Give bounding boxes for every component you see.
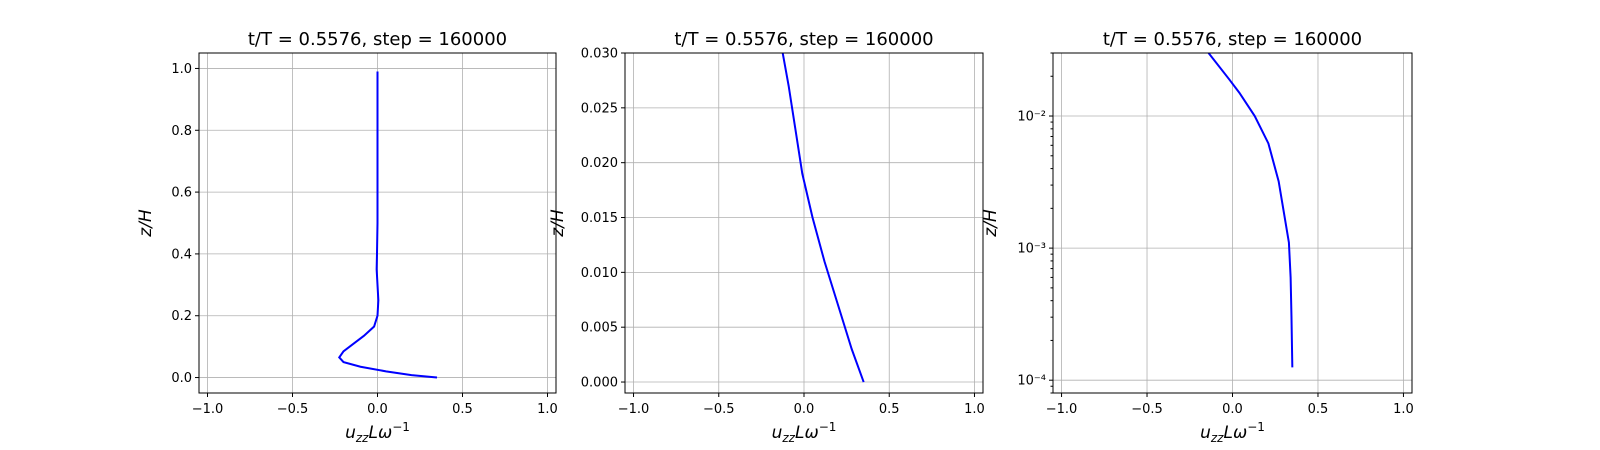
x-tick-label: −1.0 <box>1046 402 1078 417</box>
x-tick-label: 0.5 <box>452 402 473 417</box>
chart-title: t/T = 0.5576, step = 160000 <box>248 29 507 50</box>
y-tick-label: 0.010 <box>581 266 618 281</box>
y-tick-label: 10⁻⁴ <box>1017 374 1046 389</box>
y-tick-label: 0.0 <box>171 371 192 386</box>
y-tick-label: 1.0 <box>171 62 192 77</box>
x-axis-label: uzzLω−1 <box>1200 420 1265 445</box>
series-line <box>337 71 438 379</box>
y-tick-label: 0.6 <box>171 186 192 201</box>
x-tick-label: 0.0 <box>1222 402 1243 417</box>
x-tick-label: −1.0 <box>618 402 650 417</box>
x-tick-label: 0.0 <box>794 402 815 417</box>
x-axis-label: uzzLω−1 <box>345 420 410 445</box>
x-tick-label: 1.0 <box>537 402 558 417</box>
x-tick-label: −1.0 <box>192 402 224 417</box>
x-tick-label: 0.5 <box>1308 402 1329 417</box>
x-tick-label: −0.5 <box>703 402 735 417</box>
y-tick-label: 0.030 <box>581 47 618 62</box>
chart-panel-2: −1.0 −0.5 0.0 0.5 1.0 0.000 0.005 0.010 0.015 0.0… <box>548 29 985 445</box>
x-tick-label: −0.5 <box>1131 402 1163 417</box>
series-line <box>1207 53 1294 368</box>
x-tick-label: 0.0 <box>367 402 388 417</box>
y-tick-label: 0.2 <box>171 309 192 324</box>
y-tick-label: 0.025 <box>581 101 618 116</box>
chart-title: t/T = 0.5576, step = 160000 <box>674 29 933 50</box>
y-tick-label: 10⁻³ <box>1017 242 1046 257</box>
y-axis-label: z/H <box>981 209 1001 238</box>
chart-panel-3: −1.0 −0.5 0.0 0.5 1.0 10⁻⁴ 10⁻³ 10⁻² t/T = 0.557… <box>981 29 1414 445</box>
x-tick-label: −0.5 <box>277 402 309 417</box>
y-tick-label: 0.005 <box>581 321 618 336</box>
x-tick-label: 1.0 <box>964 402 985 417</box>
x-axis-label: uzzLω−1 <box>772 420 837 445</box>
y-tick-label: 0.020 <box>581 156 618 171</box>
chart-panel-1: −1.0 −0.5 0.0 0.5 1.0 0.0 0.2 0.4 0.6 0.8 1.0 t/T =… <box>136 29 558 445</box>
y-tick-label: 0.015 <box>581 211 618 226</box>
y-tick-label: 0.000 <box>581 376 618 391</box>
y-axis-label: z/H <box>136 209 156 238</box>
y-axis-label: z/H <box>548 209 568 238</box>
x-tick-label: 1.0 <box>1393 402 1414 417</box>
y-tick-label: 0.4 <box>171 247 192 262</box>
x-tick-label: 0.5 <box>879 402 900 417</box>
y-tick-label: 10⁻² <box>1017 110 1046 125</box>
chart-title: t/T = 0.5576, step = 160000 <box>1103 29 1362 50</box>
y-tick-label: 0.8 <box>171 124 192 139</box>
series-line <box>781 53 865 383</box>
